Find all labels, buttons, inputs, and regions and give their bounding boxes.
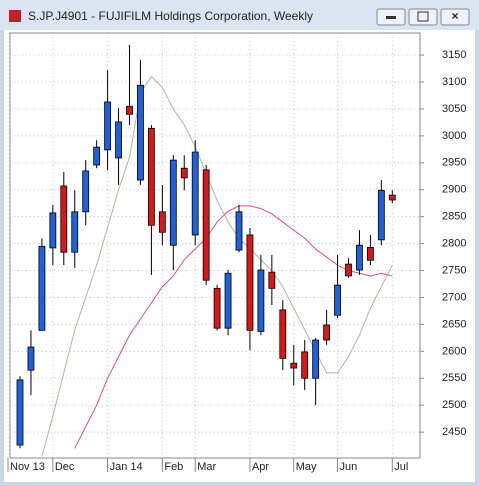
- candle-body: [279, 309, 287, 359]
- y-tick-label: 3050: [442, 103, 466, 115]
- x-tick-label: Jun: [340, 461, 358, 473]
- candle-body: [71, 211, 79, 253]
- close-button[interactable]: [440, 8, 470, 26]
- y-tick-label: 2800: [442, 238, 466, 250]
- candle-body: [377, 189, 385, 241]
- y-tick-label: 3000: [442, 130, 466, 142]
- y-tick-label: 2650: [442, 318, 466, 330]
- app-icon: [9, 10, 21, 22]
- chart-background: [4, 30, 475, 482]
- moving-average: [41, 75, 393, 457]
- candle-body: [82, 170, 90, 213]
- candle-body: [257, 269, 265, 332]
- x-tick-label: Nov 13: [10, 461, 45, 473]
- x-tick-label: Jan 14: [110, 461, 143, 473]
- candle-body: [235, 211, 243, 251]
- x-tick-label: Jul: [394, 461, 408, 473]
- y-tick-label: 2750: [442, 264, 466, 276]
- candle-body: [290, 362, 298, 369]
- y-tick-label: 2950: [442, 157, 466, 169]
- plot-frame: [9, 32, 421, 459]
- y-tick-label: 2600: [442, 345, 466, 357]
- y-tick-label: 2500: [442, 399, 466, 411]
- window-title: S.JP.J4901 - FUJIFILM Holdings Corporati…: [28, 9, 313, 23]
- y-tick-label: 3100: [442, 76, 466, 88]
- x-tick-label: Feb: [164, 461, 183, 473]
- candle-body: [366, 246, 374, 261]
- y-tick-label: 2900: [442, 184, 466, 196]
- candle-body: [93, 146, 101, 166]
- x-tick-label: Mar: [197, 461, 216, 473]
- y-tick-label: 3150: [442, 49, 466, 61]
- moving-average: [74, 205, 393, 449]
- minimize-icon: [386, 16, 396, 19]
- candle-body: [224, 272, 232, 329]
- candle-body: [246, 234, 254, 331]
- candle-body: [147, 127, 155, 226]
- candle-body: [169, 159, 177, 246]
- candle-body: [38, 245, 46, 331]
- maximize-icon: [417, 11, 429, 22]
- y-tick-label: 2850: [442, 211, 466, 223]
- candle-body: [126, 105, 133, 115]
- candle-body: [180, 167, 188, 179]
- x-tick-label: May: [296, 461, 317, 473]
- y-tick-label: 2550: [442, 372, 466, 384]
- candle-body: [137, 84, 144, 181]
- candle-body: [323, 324, 331, 341]
- candle-body: [345, 263, 352, 277]
- candle-body: [268, 271, 276, 289]
- plot: 2450 2500 2550 2600 2650 2700 2750 2800 2850 2900…: [7, 33, 466, 473]
- candle-body: [202, 169, 210, 281]
- candle-body: [104, 101, 111, 151]
- candle-body: [49, 212, 57, 249]
- candle-body: [115, 121, 122, 159]
- y-tick-label: 2700: [442, 291, 466, 303]
- candle-body: [16, 379, 24, 446]
- maximize-button[interactable]: [408, 8, 438, 26]
- candle-body: [356, 244, 363, 271]
- candle-body: [158, 211, 166, 233]
- candle-body: [60, 185, 68, 253]
- candle-body: [301, 351, 309, 379]
- close-icon: ×: [451, 9, 458, 23]
- candle-body: [213, 287, 221, 329]
- x-tick-label: Dec: [55, 461, 75, 473]
- candle-body: [312, 339, 320, 379]
- x-tick-label: Apr: [252, 461, 269, 473]
- candle-body: [191, 151, 199, 236]
- candle-body: [388, 194, 396, 201]
- candle-body: [334, 284, 341, 316]
- y-tick-label: 2450: [442, 426, 466, 438]
- candle-body: [27, 346, 35, 371]
